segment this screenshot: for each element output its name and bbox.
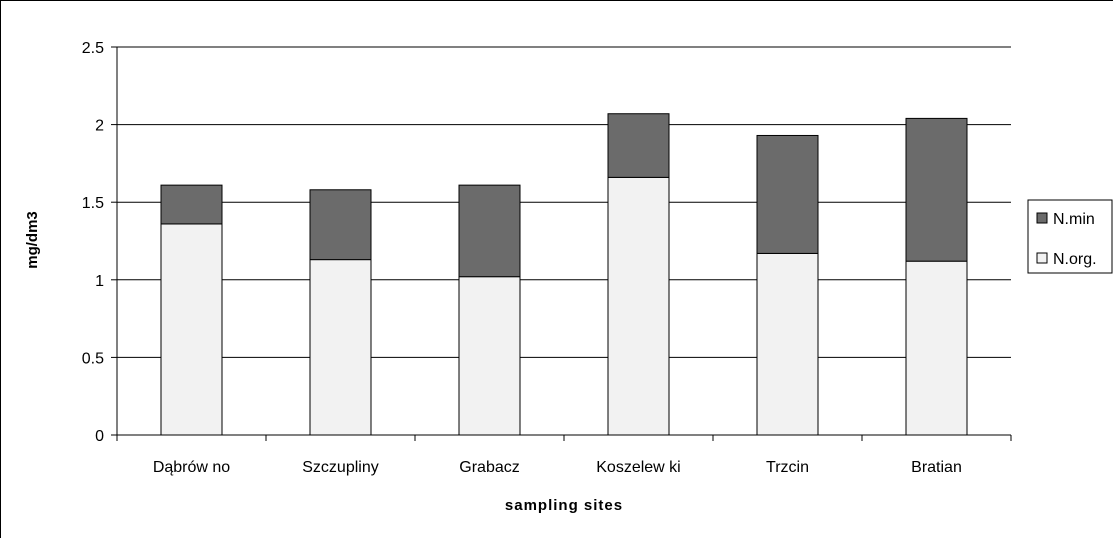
- bar-segment-nmin: [756, 134, 819, 254]
- y-tick-label: 0: [95, 428, 104, 445]
- y-tick-label: 2: [95, 118, 104, 135]
- bar-segment-nmin: [458, 184, 521, 278]
- y-tick-label: 1.5: [82, 195, 104, 212]
- x-tick-label: Trzcin: [766, 459, 809, 476]
- bar-segment-nmin: [160, 184, 223, 225]
- x-axis-title: sampling sites: [505, 497, 623, 514]
- y-tick-label: 2.5: [82, 40, 104, 57]
- bar-segment-norg: [309, 259, 372, 436]
- legend-label-nmin: N.min: [1053, 211, 1095, 228]
- legend: N.min N.org.: [1027, 199, 1113, 274]
- bar-segment-norg: [458, 276, 521, 436]
- y-tick-label: 0.5: [82, 350, 104, 367]
- y-tick-label: 1: [95, 273, 104, 290]
- bars: [160, 113, 968, 436]
- bar-segment-norg: [756, 252, 819, 436]
- legend-label-norg: N.org.: [1053, 251, 1097, 268]
- gridlines: [117, 46, 1011, 358]
- y-tick-labels: 0 0.5 1 1.5 2 2.5: [82, 40, 104, 445]
- y-axis-title: mg/dm3: [24, 211, 41, 269]
- bar-segment-nmin: [607, 113, 670, 178]
- axes: [111, 46, 1012, 441]
- x-tick-label: Dąbrów no: [153, 459, 230, 476]
- bar-segment-norg: [607, 176, 670, 436]
- bar-segment-norg: [160, 223, 223, 436]
- legend-swatch-norg: [1036, 252, 1048, 264]
- x-tick-label: Koszelew ki: [596, 459, 680, 476]
- x-tick-label: Grabacz: [459, 459, 519, 476]
- x-tick-labels: Dąbrów no Szczupliny Grabacz Koszelew ki Trz…: [153, 459, 962, 476]
- bar-segment-nmin: [309, 189, 372, 261]
- bar-segment-norg: [905, 260, 968, 436]
- x-tick-label: Szczupliny: [302, 459, 378, 476]
- x-tick-label: Bratian: [911, 459, 962, 476]
- bar-segment-nmin: [905, 117, 968, 262]
- legend-swatch-nmin: [1036, 212, 1048, 224]
